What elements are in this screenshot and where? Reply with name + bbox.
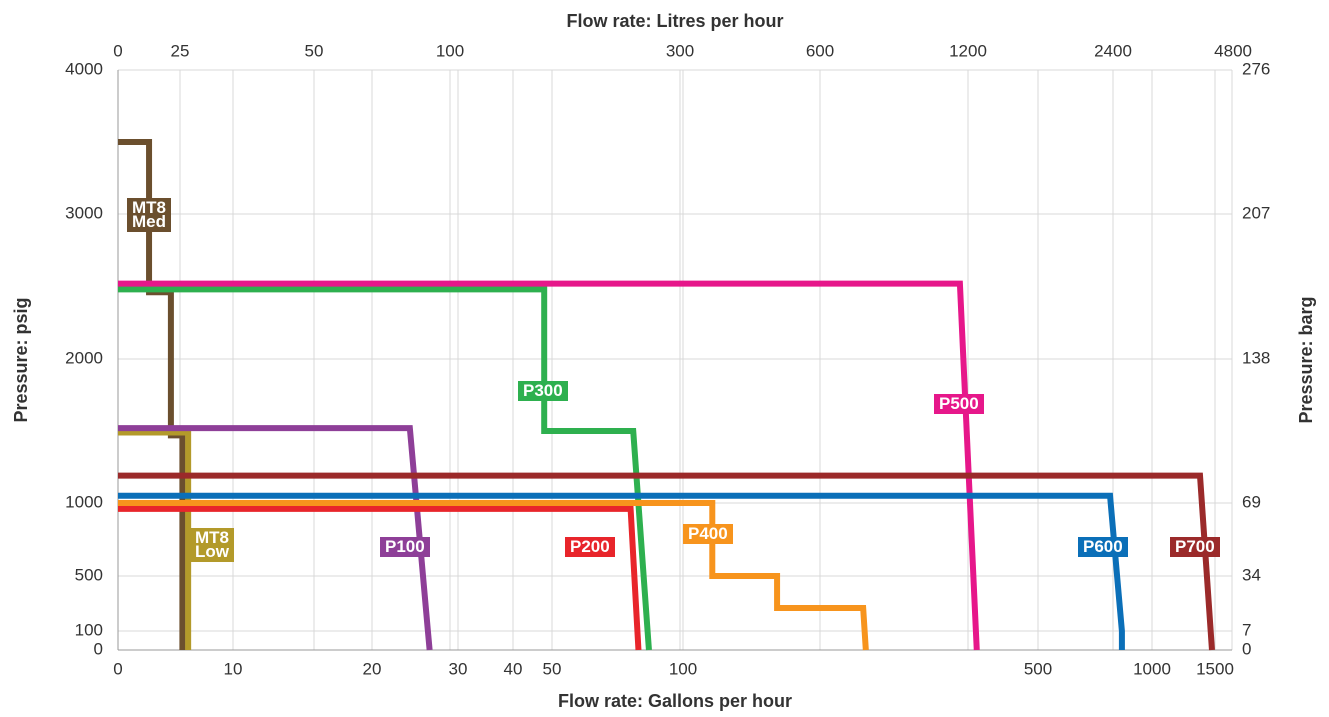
x-tick-label: 40 (504, 659, 523, 678)
x2-tick-label: 100 (436, 41, 464, 60)
series-label: P200 (565, 537, 615, 557)
x-tick-label: 500 (1024, 659, 1052, 678)
x-tick-label: 20 (363, 659, 382, 678)
x2-tick-label: 300 (666, 41, 694, 60)
x2-tick-label: 600 (806, 41, 834, 60)
series-label: P300 (518, 381, 568, 401)
x2-tick-label: 0 (113, 41, 122, 60)
x-tick-label: 1000 (1133, 659, 1171, 678)
y-tick-label: 1000 (65, 492, 103, 511)
grid (117, 69, 1233, 651)
y2-tick-label: 0 (1242, 639, 1251, 658)
series-line (118, 492, 1125, 650)
y-tick-label: 0 (94, 639, 103, 658)
series-line (118, 425, 433, 651)
x-tick-label: 100 (669, 659, 697, 678)
x-tick-label: 0 (113, 659, 122, 678)
y-tick-label: 2000 (65, 348, 103, 367)
y-tick-label: 3000 (65, 203, 103, 222)
series-label: MT8 Low (190, 528, 234, 562)
series-label: MT8 Med (127, 198, 171, 232)
series-label: P100 (380, 537, 430, 557)
y2-tick-label: 276 (1242, 59, 1270, 78)
x-tick-label: 10 (224, 659, 243, 678)
x2-tick-label: 1200 (949, 41, 987, 60)
y2-tick-label: 34 (1242, 565, 1261, 584)
series-line (118, 286, 652, 651)
y2-axis-title: Pressure: barg (1296, 296, 1316, 423)
x2-tick-label: 25 (171, 41, 190, 60)
x-tick-label: 1500 (1196, 659, 1234, 678)
series-label: P400 (683, 524, 733, 544)
series-line (118, 505, 642, 651)
x-tick-label: 50 (543, 659, 562, 678)
x-axis-title: Flow rate: Gallons per hour (558, 691, 792, 711)
y2-tick-label: 69 (1242, 492, 1261, 511)
y2-tick-label: 7 (1242, 620, 1251, 639)
series-label: P600 (1078, 537, 1128, 557)
y-tick-label: 100 (75, 620, 103, 639)
series-label: P500 (934, 394, 984, 414)
y2-tick-label: 138 (1242, 348, 1270, 367)
y2-tick-label: 207 (1242, 203, 1270, 222)
series-line (118, 429, 192, 650)
x2-tick-label: 4800 (1214, 41, 1252, 60)
x2-axis-title: Flow rate: Litres per hour (566, 11, 783, 31)
series-label: P700 (1170, 537, 1220, 557)
series-line (118, 280, 980, 651)
y-axis-title: Pressure: psig (11, 297, 31, 422)
x-tick-label: 30 (449, 659, 468, 678)
x2-tick-label: 50 (305, 41, 324, 60)
series-line (118, 472, 1215, 651)
series-line (118, 500, 869, 651)
y-tick-label: 4000 (65, 59, 103, 78)
x2-tick-label: 2400 (1094, 41, 1132, 60)
y-tick-label: 500 (75, 565, 103, 584)
